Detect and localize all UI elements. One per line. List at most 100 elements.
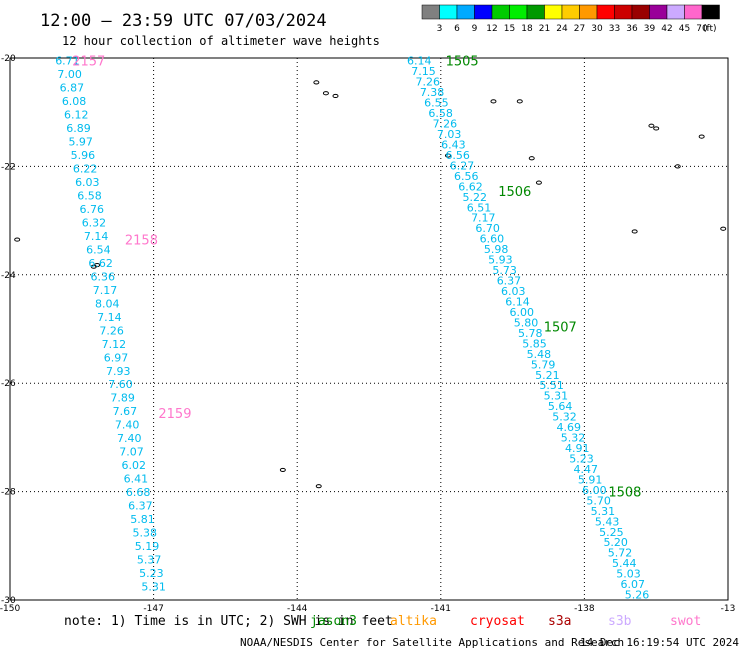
wave-height-label: 7.17 bbox=[93, 284, 118, 297]
colorbar-swatch bbox=[491, 4, 510, 20]
island-outline bbox=[279, 467, 286, 473]
colorbar-label: 6 bbox=[454, 24, 460, 34]
colorbar-label: 30 bbox=[591, 24, 603, 34]
wave-height-label: 7.12 bbox=[102, 338, 127, 351]
wave-height-label: 5.38 bbox=[133, 527, 158, 540]
wave-height-label: 5.31 bbox=[591, 505, 616, 518]
wave-height-label: 6.00 bbox=[582, 484, 607, 497]
colorbar-label: 12 bbox=[486, 24, 497, 34]
satellite-legend-item: cryosat bbox=[470, 614, 525, 629]
colorbar-swatch bbox=[701, 4, 720, 20]
island-outline bbox=[528, 156, 535, 161]
chart-title: 12:00 – 23:59 UTC 07/03/2024 bbox=[40, 11, 327, 31]
wave-height-label: 6.71 bbox=[55, 55, 80, 68]
colorbar-swatch bbox=[544, 4, 563, 20]
time-label: 2159 bbox=[158, 407, 191, 422]
island-outline bbox=[698, 134, 705, 139]
island-outline bbox=[313, 80, 320, 85]
wave-height-label: 7.93 bbox=[106, 365, 131, 378]
x-tick-label: -150 bbox=[0, 604, 20, 614]
wave-height-label: 6.68 bbox=[126, 486, 151, 499]
wave-height-label: 5.80 bbox=[514, 316, 539, 329]
wave-height-label: 6.36 bbox=[91, 270, 116, 283]
wave-height-label: 7.14 bbox=[97, 311, 122, 324]
footer-credit: NOAA/NESDIS Center for Satellite Applica… bbox=[240, 636, 624, 649]
wave-height-label: 6.58 bbox=[428, 107, 453, 120]
wave-height-label: 5.26 bbox=[625, 589, 650, 602]
wave-height-label: 6.60 bbox=[480, 233, 505, 246]
colorbar-label: 9 bbox=[472, 24, 478, 34]
wave-height-label: 6.58 bbox=[77, 190, 102, 203]
wave-height-label: 6.62 bbox=[458, 180, 483, 193]
wave-height-label: 7.07 bbox=[119, 446, 144, 459]
colorbar-swatch bbox=[666, 4, 685, 20]
colorbar-label: 33 bbox=[609, 24, 620, 34]
wave-height-label: 6.56 bbox=[445, 149, 470, 162]
wave-height-label: 6.70 bbox=[475, 222, 500, 235]
island-outline bbox=[535, 180, 542, 185]
colorbar-legend: 3 6 9 12 15 18 21 24 27 30 33 36 39 42 45 70(ft) bbox=[421, 4, 720, 34]
wave-height-label: 6.14 bbox=[505, 295, 530, 308]
colorbar-swatch bbox=[631, 4, 650, 20]
island-outline bbox=[322, 91, 329, 96]
colorbar-label: 70 bbox=[696, 24, 708, 34]
wave-height-label: 7.40 bbox=[115, 419, 140, 432]
footer-note: note: 1) Time is in UTC; 2) SWH is in fe… bbox=[64, 614, 393, 629]
wave-height-label: 6.41 bbox=[124, 473, 149, 486]
time-label: 1505 bbox=[446, 55, 479, 70]
wave-height-label: 6.03 bbox=[501, 285, 526, 298]
wave-height-label: 5.25 bbox=[599, 526, 624, 539]
wave-height-label: 5.48 bbox=[527, 348, 552, 361]
time-label: 1508 bbox=[608, 486, 641, 501]
wave-height-label: 8.04 bbox=[95, 297, 120, 310]
colorbar-label: 36 bbox=[626, 24, 638, 34]
wave-height-label: 6.87 bbox=[60, 82, 85, 95]
wave-height-label: 6.55 bbox=[424, 97, 449, 110]
island-outline bbox=[631, 229, 638, 234]
colorbar-swatch bbox=[474, 4, 493, 20]
wave-height-label: 5.96 bbox=[71, 149, 96, 162]
wave-height-label: 5.51 bbox=[539, 379, 564, 392]
x-tick-label: -147 bbox=[143, 604, 163, 614]
island-outline bbox=[720, 226, 727, 231]
colorbar-swatch bbox=[579, 4, 598, 20]
island-outline bbox=[94, 262, 101, 268]
wave-height-label: 5.19 bbox=[135, 540, 160, 553]
island-outline bbox=[648, 123, 655, 128]
island-outline bbox=[14, 237, 21, 242]
colorbar-swatch bbox=[614, 4, 633, 20]
colorbar-label: 45 bbox=[679, 24, 690, 34]
island-outline bbox=[653, 126, 660, 131]
wave-height-label: 6.07 bbox=[621, 578, 646, 591]
y-tick-label: -30 bbox=[1, 596, 16, 606]
island-outline bbox=[315, 484, 322, 489]
wave-height-label: 5.21 bbox=[535, 369, 560, 382]
time-label: 1507 bbox=[544, 320, 577, 335]
wave-height-label: 5.64 bbox=[548, 400, 573, 413]
wave-height-label: 6.37 bbox=[128, 500, 153, 513]
wave-height-label: 6.12 bbox=[64, 109, 89, 122]
colorbar-label: 18 bbox=[521, 24, 533, 34]
wave-height-label: 5.97 bbox=[68, 136, 93, 149]
wave-height-label: 4.91 bbox=[565, 442, 590, 455]
wave-height-label: 5.31 bbox=[544, 390, 569, 403]
wave-height-label: 7.26 bbox=[99, 324, 124, 337]
colorbar-swatch bbox=[526, 4, 545, 20]
x-tick-label: -141 bbox=[431, 604, 451, 614]
wave-height-label: 5.03 bbox=[616, 568, 641, 581]
colorbar-label: 39 bbox=[644, 24, 656, 34]
colorbar-swatch bbox=[684, 4, 703, 20]
island-outlines bbox=[14, 80, 727, 489]
satellite-legend-item: s3b bbox=[608, 614, 632, 629]
wave-height-label: 6.76 bbox=[79, 203, 104, 216]
wave-height-label: 6.43 bbox=[441, 138, 466, 151]
wave-height-label: 5.32 bbox=[561, 432, 586, 445]
colorbar-swatch bbox=[439, 4, 458, 20]
footer-timestamp: 14 Dec 16:19:54 UTC 2024 bbox=[580, 636, 739, 649]
altimeter-tracks: 6.717.006.876.086.126.895.975.966.226.03… bbox=[55, 55, 649, 602]
colorbar-label: 24 bbox=[556, 24, 568, 34]
wave-height-label: 6.54 bbox=[86, 243, 111, 256]
wave-height-label: 7.26 bbox=[433, 118, 458, 131]
y-tick-label: -26 bbox=[1, 379, 16, 389]
